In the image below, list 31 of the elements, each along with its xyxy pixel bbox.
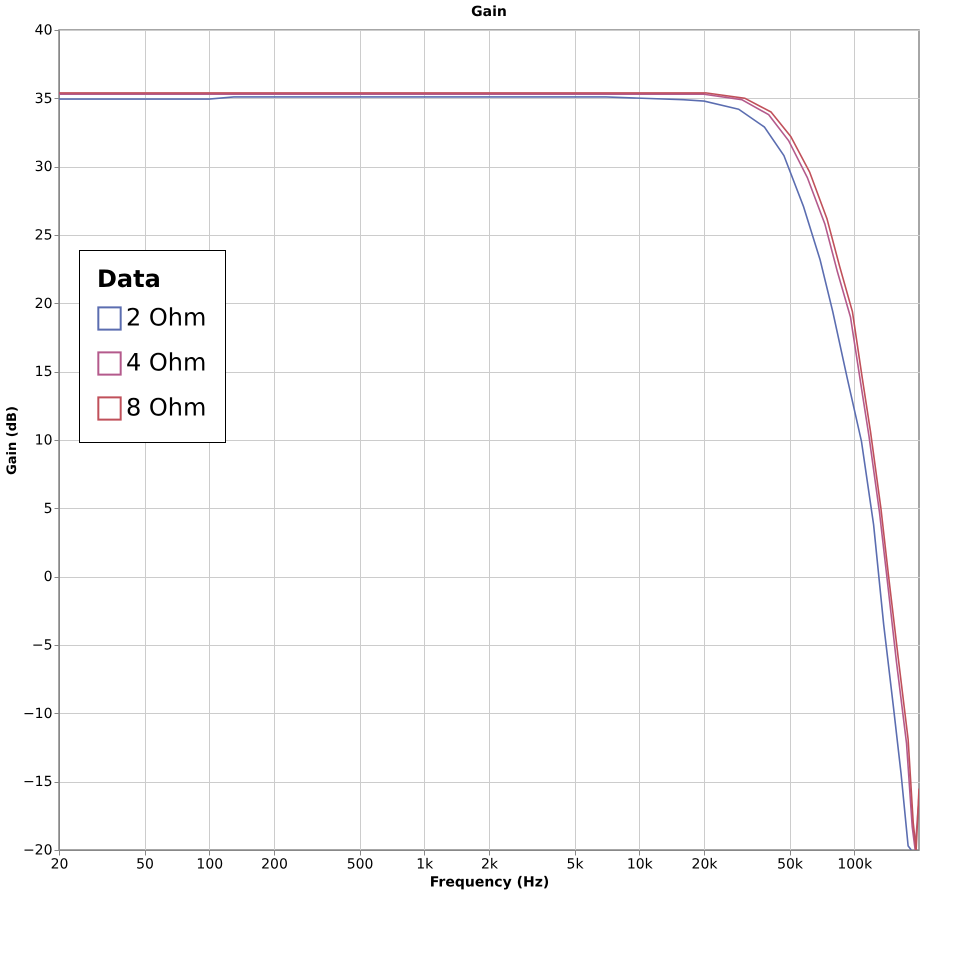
x-tick-label: 200 xyxy=(261,856,288,872)
x-tick-label: 100 xyxy=(196,856,224,872)
y-axis-title: Gain (dB) xyxy=(4,406,20,475)
y-tick-label: −15 xyxy=(22,774,52,790)
y-tick-label: 20 xyxy=(34,296,52,312)
y-tick-label: −20 xyxy=(22,842,52,858)
y-tick-label: 35 xyxy=(34,90,52,107)
x-tick-label: 1k xyxy=(416,856,434,872)
y-tick-label: 0 xyxy=(44,569,52,586)
legend-label: 4 Ohm xyxy=(126,348,206,376)
y-tick-label: −10 xyxy=(22,706,52,722)
y-tick-label: 5 xyxy=(44,500,52,517)
x-tick-label: 100k xyxy=(837,856,874,872)
x-tick-label: 50 xyxy=(136,856,154,872)
y-tick-label: 15 xyxy=(34,364,52,380)
x-tick-label: 5k xyxy=(566,856,584,872)
x-tick-label: 500 xyxy=(346,856,374,872)
x-tick-label: 20k xyxy=(692,856,718,872)
legend-label: 8 Ohm xyxy=(126,394,206,422)
y-tick-label: −5 xyxy=(32,638,52,654)
y-tick-label: 40 xyxy=(34,22,52,38)
y-tick-label: 10 xyxy=(34,432,52,448)
y-tick-label: 25 xyxy=(34,228,52,244)
y-tick-label: 30 xyxy=(34,159,52,176)
chart-title: Gain xyxy=(471,4,507,20)
legend-label: 2 Ohm xyxy=(126,304,206,332)
x-axis-title: Frequency (Hz) xyxy=(430,874,550,890)
x-tick-label: 10k xyxy=(626,856,654,872)
x-tick-label: 50k xyxy=(777,856,804,872)
legend-title: Data xyxy=(97,265,161,293)
x-tick-label: 2k xyxy=(480,856,499,872)
